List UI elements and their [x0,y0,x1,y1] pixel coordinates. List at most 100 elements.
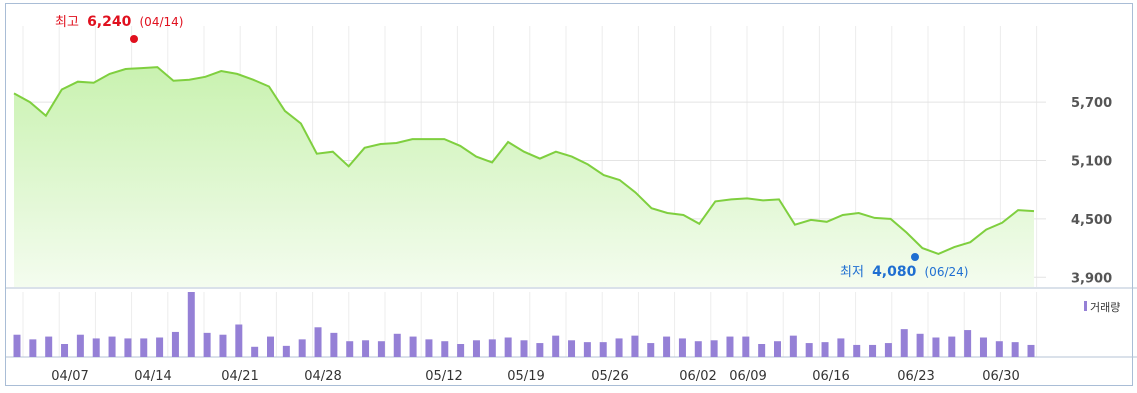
volume-bar [140,338,148,357]
volume-bar [1011,342,1019,357]
volume-bar [124,338,132,357]
x-tick-label: 06/09 [729,369,766,384]
volume-bar [29,339,37,357]
volume-bar [362,340,370,357]
volume-bar [916,333,924,357]
volume-bar [267,336,274,357]
x-tick-label: 06/16 [812,369,849,384]
y-tick-label: 3,900 [1071,271,1112,286]
svg-text:최저 4,080 (06/2: 최저 4,080 (06/24) [840,264,968,280]
volume-bar [964,330,972,357]
volume-bar [568,340,576,357]
volume-bar [853,344,861,357]
volume-bar [979,337,987,357]
volume-bar [599,342,607,357]
volume-bar [441,341,449,357]
volume-bar [615,338,623,357]
volume-bars [13,292,1035,357]
low-prefix: 최저 [840,265,864,280]
volume-bar [298,339,306,357]
volume-bar [900,329,908,357]
price-area-fill [14,67,1034,287]
x-tick-label: 06/30 [982,369,1019,384]
volume-bar [187,292,195,357]
volume-bar [13,334,21,357]
volume-bar [409,336,417,357]
volume-bar [821,342,829,357]
volume-bar [61,344,69,357]
volume-bar [520,340,528,357]
volume-legend-label: 거래량 [1090,301,1120,314]
high-annotation: 최고 6,240 (04/14) [55,14,183,43]
volume-bar [377,341,385,357]
y-tick-label: 5,700 [1071,96,1112,111]
x-tick-label: 05/12 [425,369,462,384]
x-tick-label: 05/19 [507,369,544,384]
stock-chart: 5,700 5,100 4,500 3,900 04/07 04/14 04/21 04/28… [6,14,1137,384]
x-tick-label: 04/14 [134,369,171,384]
volume-bar [884,343,892,357]
volume-bar [869,344,877,357]
volume-bar [726,336,734,357]
volume-bar [171,331,179,357]
volume-bar [552,335,560,357]
low-marker [911,253,919,261]
volume-bar [710,340,718,357]
x-tick-label: 04/28 [304,369,341,384]
volume-bar [774,341,781,357]
low-date: (06/24) [925,265,969,279]
volume-bar [504,337,512,357]
volume-bar [330,332,338,357]
volume-bar [314,327,322,357]
high-date: (04/14) [140,15,184,29]
x-tick-label: 05/26 [591,369,628,384]
volume-bar [488,339,496,357]
y-tick-label: 4,500 [1071,213,1112,228]
volume-bar [156,337,164,357]
volume-bar [346,341,354,357]
volume-bar [758,344,766,357]
volume-bar [837,338,845,357]
volume-bar [472,340,480,357]
volume-bar [235,324,243,357]
volume-bar [425,339,433,357]
volume-bar [251,346,259,357]
stock-chart-frame: 5,700 5,100 4,500 3,900 04/07 04/14 04/21 04/28… [5,3,1137,386]
volume-bar [678,338,686,357]
y-tick-label: 5,100 [1071,155,1112,170]
volume-bar [583,342,591,357]
volume-bar [995,341,1003,357]
volume-bar [108,336,116,357]
price-area [13,66,1035,287]
low-annotation: 최저 4,080 (06/24) [840,253,968,280]
volume-bar [536,343,544,357]
volume-bar [393,333,401,357]
x-tick-label: 06/23 [897,369,934,384]
high-value: 6,240 [87,14,132,30]
volume-bar [45,336,53,357]
volume-bar [805,343,813,357]
svg-text:최고 6,240 (04/1: 최고 6,240 (04/14) [55,14,183,30]
volume-legend: 거래량 [1084,301,1120,314]
volume-bar [219,334,227,357]
volume-bar [203,332,211,357]
axes: 5,700 5,100 4,500 3,900 04/07 04/14 04/21 04/28… [51,96,1112,384]
volume-bar [742,336,750,357]
volume-bar [1027,344,1035,357]
high-prefix: 최고 [55,15,79,30]
volume-bar [663,336,671,357]
volume-bar [647,343,655,357]
volume-bar [76,334,84,357]
x-tick-label: 04/07 [51,369,88,384]
volume-bar [948,336,956,357]
volume-bar [282,345,290,357]
volume-bar [694,341,702,357]
price-line [13,66,1035,255]
volume-bar [789,335,797,357]
volume-legend-swatch [1084,301,1087,311]
volume-bar [631,335,639,357]
x-tick-label: 06/02 [679,369,716,384]
volume-bar [457,344,465,357]
volume-bar [932,337,940,357]
high-marker [130,35,138,43]
